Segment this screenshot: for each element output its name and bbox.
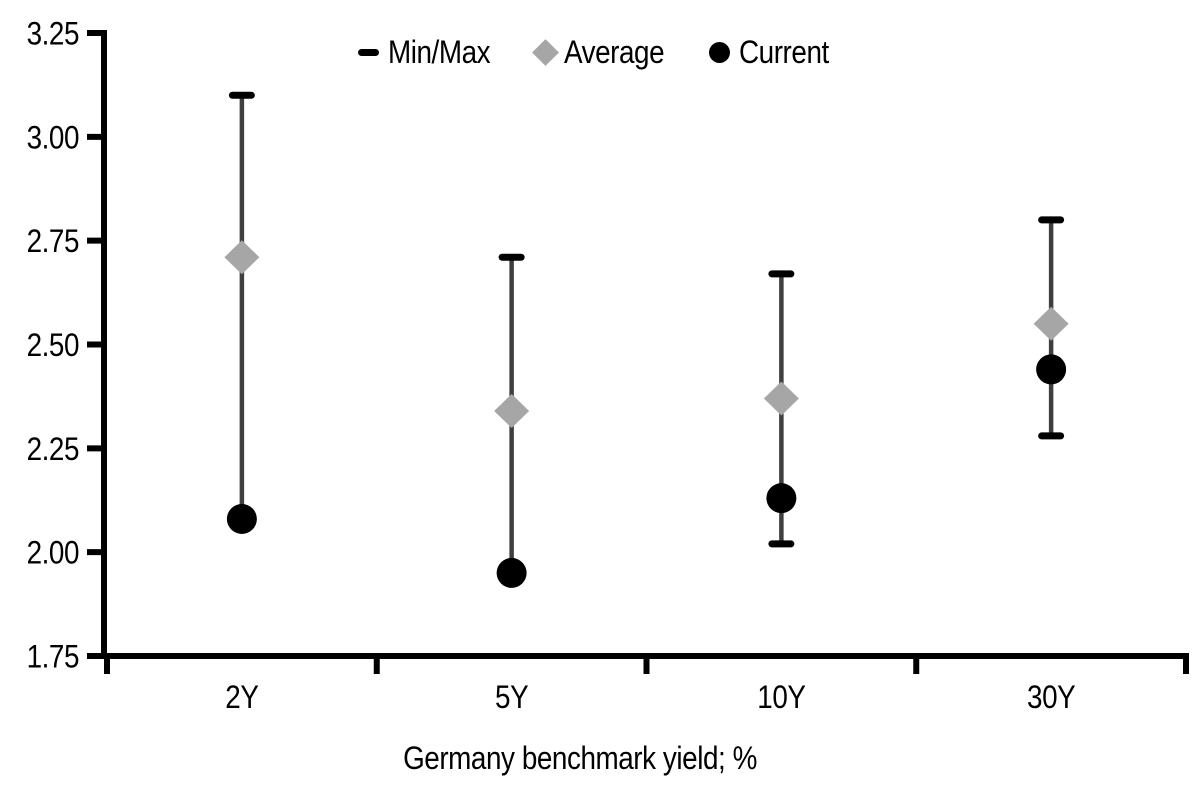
current-marker (226, 503, 257, 534)
x-category-label: 30Y (1027, 680, 1076, 715)
x-category-label: 2Y (225, 680, 259, 715)
y-tick-label: 2.50 (27, 328, 79, 363)
current-marker (496, 557, 527, 588)
y-tick-label: 1.75 (27, 640, 79, 675)
x-category-label: 5Y (495, 680, 529, 715)
y-tick-label: 2.00 (27, 536, 79, 571)
average-marker (224, 240, 260, 275)
y-tick-label: 2.25 (27, 432, 79, 467)
average-marker (763, 381, 799, 416)
y-tick-label: 3.25 (27, 17, 79, 52)
x-category-label: 10Y (757, 680, 806, 715)
current-marker (766, 483, 797, 514)
average-marker (494, 393, 530, 428)
x-axis-title: Germany benchmark yield; % (403, 740, 757, 776)
y-tick-label: 3.00 (27, 121, 79, 156)
current-marker (1036, 354, 1067, 385)
average-marker (1033, 306, 1069, 341)
y-tick-label: 2.75 (27, 224, 79, 259)
